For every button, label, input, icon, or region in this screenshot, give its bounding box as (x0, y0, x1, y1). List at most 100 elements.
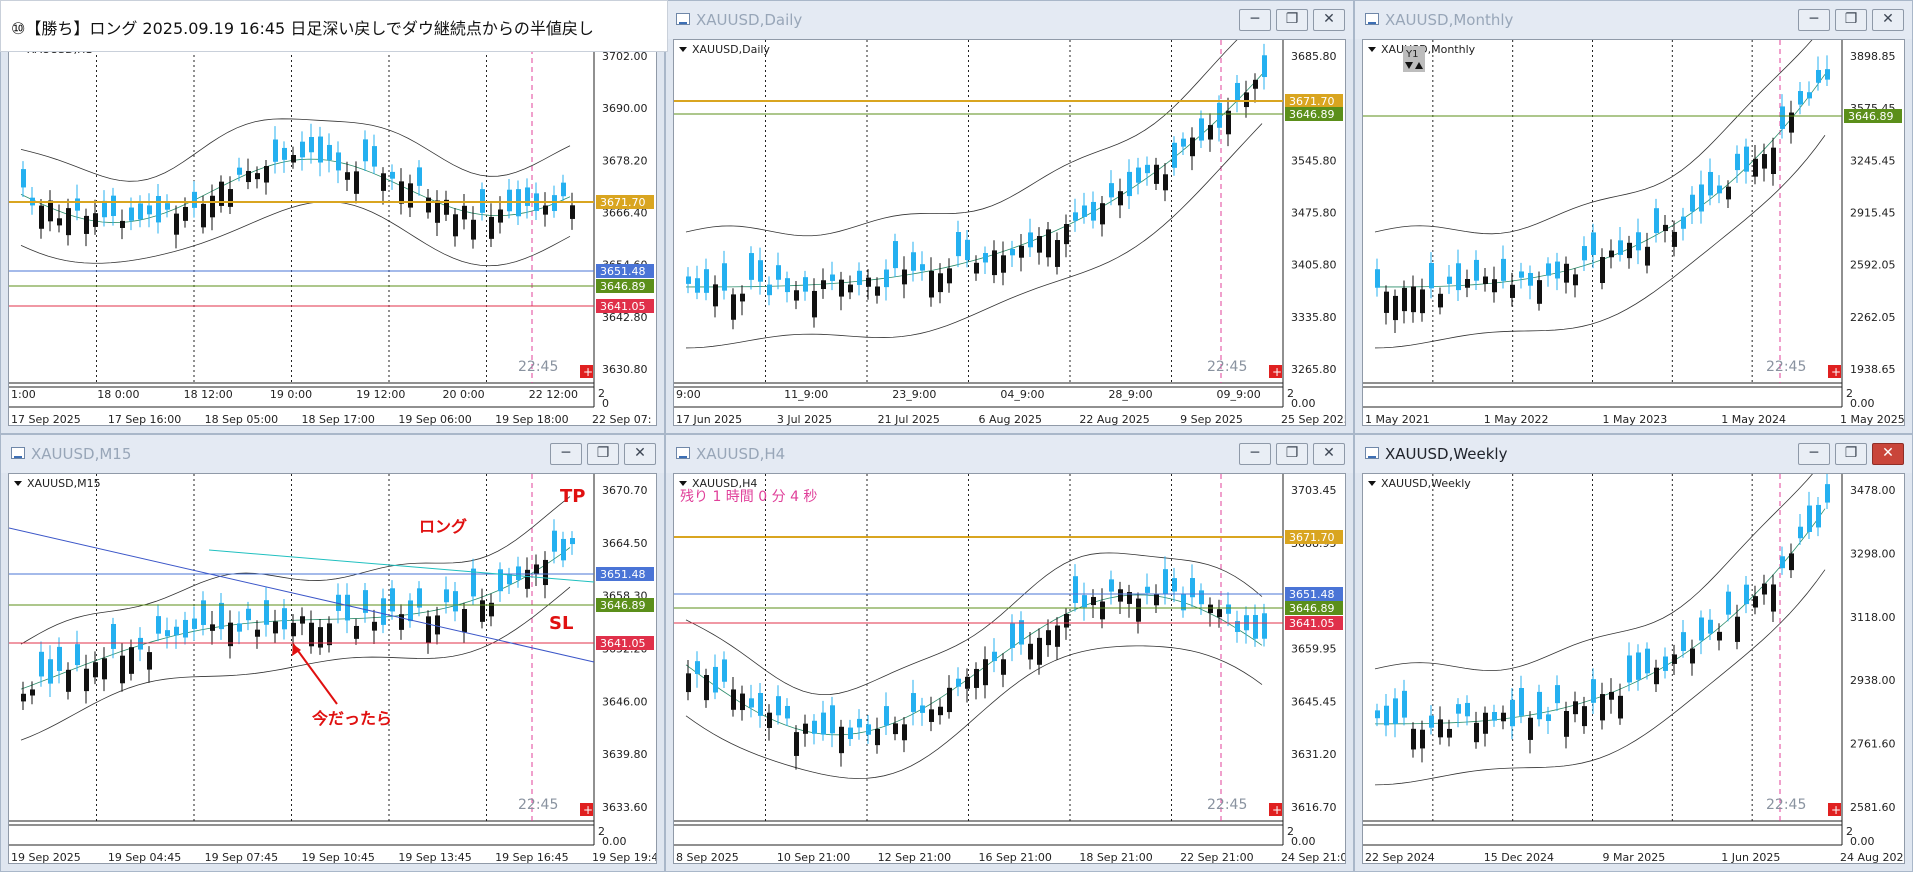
candle (1564, 711, 1569, 737)
chart-canvas: XAUUSD,Weekly 3478.00 3298.00 3118.00 2938.0… (1363, 474, 1904, 863)
candle (1825, 69, 1830, 80)
candle (1019, 620, 1024, 645)
candle (749, 253, 754, 280)
candle (1136, 167, 1141, 183)
chart-window-monthly[interactable]: XAUUSD,Monthly ─ ❐ ✕ XAUUSD,Monthly 3898.85 35… (1354, 0, 1913, 434)
chart-area[interactable]: XAUUSD,H13702.003690.003678.203666.40365… (8, 39, 657, 426)
candle (1411, 286, 1416, 313)
chart-window-daily[interactable]: XAUUSD,Daily─❐✕XAUUSD,Daily3685.803615.8… (665, 0, 1354, 434)
add-order-button[interactable] (580, 803, 593, 816)
chart-area[interactable]: XAUUSD,H43703.453688.953674.453659.95364… (673, 473, 1346, 864)
chart-window-m15[interactable]: XAUUSD,M15 ─ ❐ ✕ XAUUSD,M15 3670.70 3664.50 365… (0, 434, 665, 872)
price-level-tag (1285, 107, 1343, 121)
add-order-button[interactable] (580, 365, 593, 378)
candle (1591, 679, 1596, 703)
price-tick-label: 0 (602, 397, 609, 410)
candle (1199, 118, 1204, 141)
close-button[interactable]: ✕ (1313, 9, 1345, 31)
date-tick-label: 19 Sep 16:45 (495, 851, 568, 864)
close-button[interactable]: ✕ (1313, 443, 1345, 465)
candle (120, 220, 125, 228)
candle (1744, 584, 1749, 605)
add-order-button[interactable] (1828, 803, 1841, 816)
chart-window-weekly[interactable]: XAUUSD,Weekly ─ ❐ ✕ XAUUSD,Weekly 3478.00 3298… (1354, 434, 1913, 872)
candle (507, 574, 512, 585)
candle (300, 141, 305, 158)
candle (561, 182, 566, 197)
price-level-tag (596, 264, 654, 278)
maximize-button[interactable]: ❐ (1276, 443, 1308, 465)
chart-area[interactable]: XAUUSD,Monthly 3898.85 3575.45 3245.45 2915.… (1362, 39, 1905, 426)
candle (147, 652, 152, 670)
candle (318, 627, 323, 648)
price-tick-label: 3664.50 (602, 537, 648, 550)
candle (803, 723, 808, 734)
close-button[interactable]: ✕ (624, 443, 656, 465)
chart-symbol-label: XAUUSD,M15 (27, 477, 101, 490)
minimize-button[interactable]: ─ (1239, 443, 1271, 465)
minimize-button[interactable]: ─ (1798, 9, 1830, 31)
candle (453, 591, 458, 612)
price-tick-label: 0.00 (602, 835, 627, 848)
candle (1735, 616, 1740, 642)
candle (1091, 201, 1096, 221)
candle (1064, 613, 1069, 628)
window-titlebar[interactable]: XAUUSD,Monthly ─ ❐ ✕ (1355, 1, 1912, 39)
candle (1109, 183, 1114, 198)
candle (534, 564, 539, 574)
close-button[interactable]: ✕ (1872, 9, 1904, 31)
chart-window-icon (1365, 447, 1379, 459)
close-button[interactable]: ✕ (1872, 443, 1904, 465)
candle (354, 171, 359, 194)
maximize-button[interactable]: ❐ (587, 443, 619, 465)
maximize-button[interactable]: ❐ (1835, 9, 1867, 31)
date-tick-label: 16 Sep 21:00 (979, 851, 1052, 864)
candle (210, 195, 215, 218)
candle (444, 199, 449, 215)
candle (102, 200, 107, 218)
price-level-value: 3646.89 (600, 280, 646, 293)
price-tick-label: 2915.45 (1850, 207, 1896, 220)
add-order-button[interactable] (1269, 365, 1282, 378)
price-level-tag (596, 598, 654, 612)
window-title: XAUUSD,Monthly (1385, 11, 1514, 29)
candle (1753, 596, 1758, 608)
candle (1798, 91, 1803, 105)
window-titlebar[interactable]: XAUUSD,H4 ─ ❐ ✕ (666, 435, 1353, 473)
minimize-button[interactable]: ─ (550, 443, 582, 465)
svg-text:+: + (1272, 365, 1282, 379)
minimize-button[interactable]: ─ (1239, 9, 1271, 31)
candle (1438, 719, 1443, 738)
candle-timer: 22:45 (518, 359, 558, 375)
candle (183, 619, 188, 638)
date-tick-label: 1 May 2021 (1365, 413, 1430, 426)
window-titlebar[interactable]: XAUUSD,Weekly ─ ❐ ✕ (1355, 435, 1912, 473)
chart-window-h1[interactable]: XAUUSD,H1─❐✕XAUUSD,H13702.003690.003678.… (0, 0, 665, 434)
window-titlebar[interactable]: XAUUSD,Daily ─ ❐ ✕ (666, 1, 1353, 39)
chart-area[interactable]: XAUUSD,Weekly 3478.00 3298.00 3118.00 2938.0… (1362, 473, 1905, 864)
candle (498, 569, 503, 592)
candle (345, 172, 350, 180)
maximize-button[interactable]: ❐ (1276, 9, 1308, 31)
price-tick-label: 3545.80 (1291, 154, 1337, 167)
add-order-button[interactable] (1828, 365, 1841, 378)
candle (686, 276, 691, 284)
candle (830, 705, 835, 734)
chart-area[interactable]: XAUUSD,Daily3685.803615.803545.803475.80… (673, 39, 1346, 426)
candle (731, 689, 736, 710)
minimize-button[interactable]: ─ (1798, 443, 1830, 465)
candle (1181, 593, 1186, 611)
date-tick-label: 19 Sep 06:00 (398, 413, 471, 426)
window-titlebar[interactable]: XAUUSD,M15 ─ ❐ ✕ (1, 435, 664, 473)
candle (1073, 212, 1078, 221)
chart-window-h4[interactable]: XAUUSD,H4─❐✕XAUUSD,H43703.453688.953674.… (665, 434, 1354, 872)
candle (1789, 112, 1794, 133)
chart-area[interactable]: XAUUSD,M153670.703664.503658.303652.2036… (8, 473, 657, 864)
add-order-button[interactable] (1269, 803, 1282, 816)
candle (1582, 706, 1587, 727)
chart-symbol-label: XAUUSD,H4 (692, 477, 757, 490)
candle (1789, 553, 1794, 571)
maximize-button[interactable]: ❐ (1835, 443, 1867, 465)
candle (408, 600, 413, 622)
candle (1672, 231, 1677, 247)
